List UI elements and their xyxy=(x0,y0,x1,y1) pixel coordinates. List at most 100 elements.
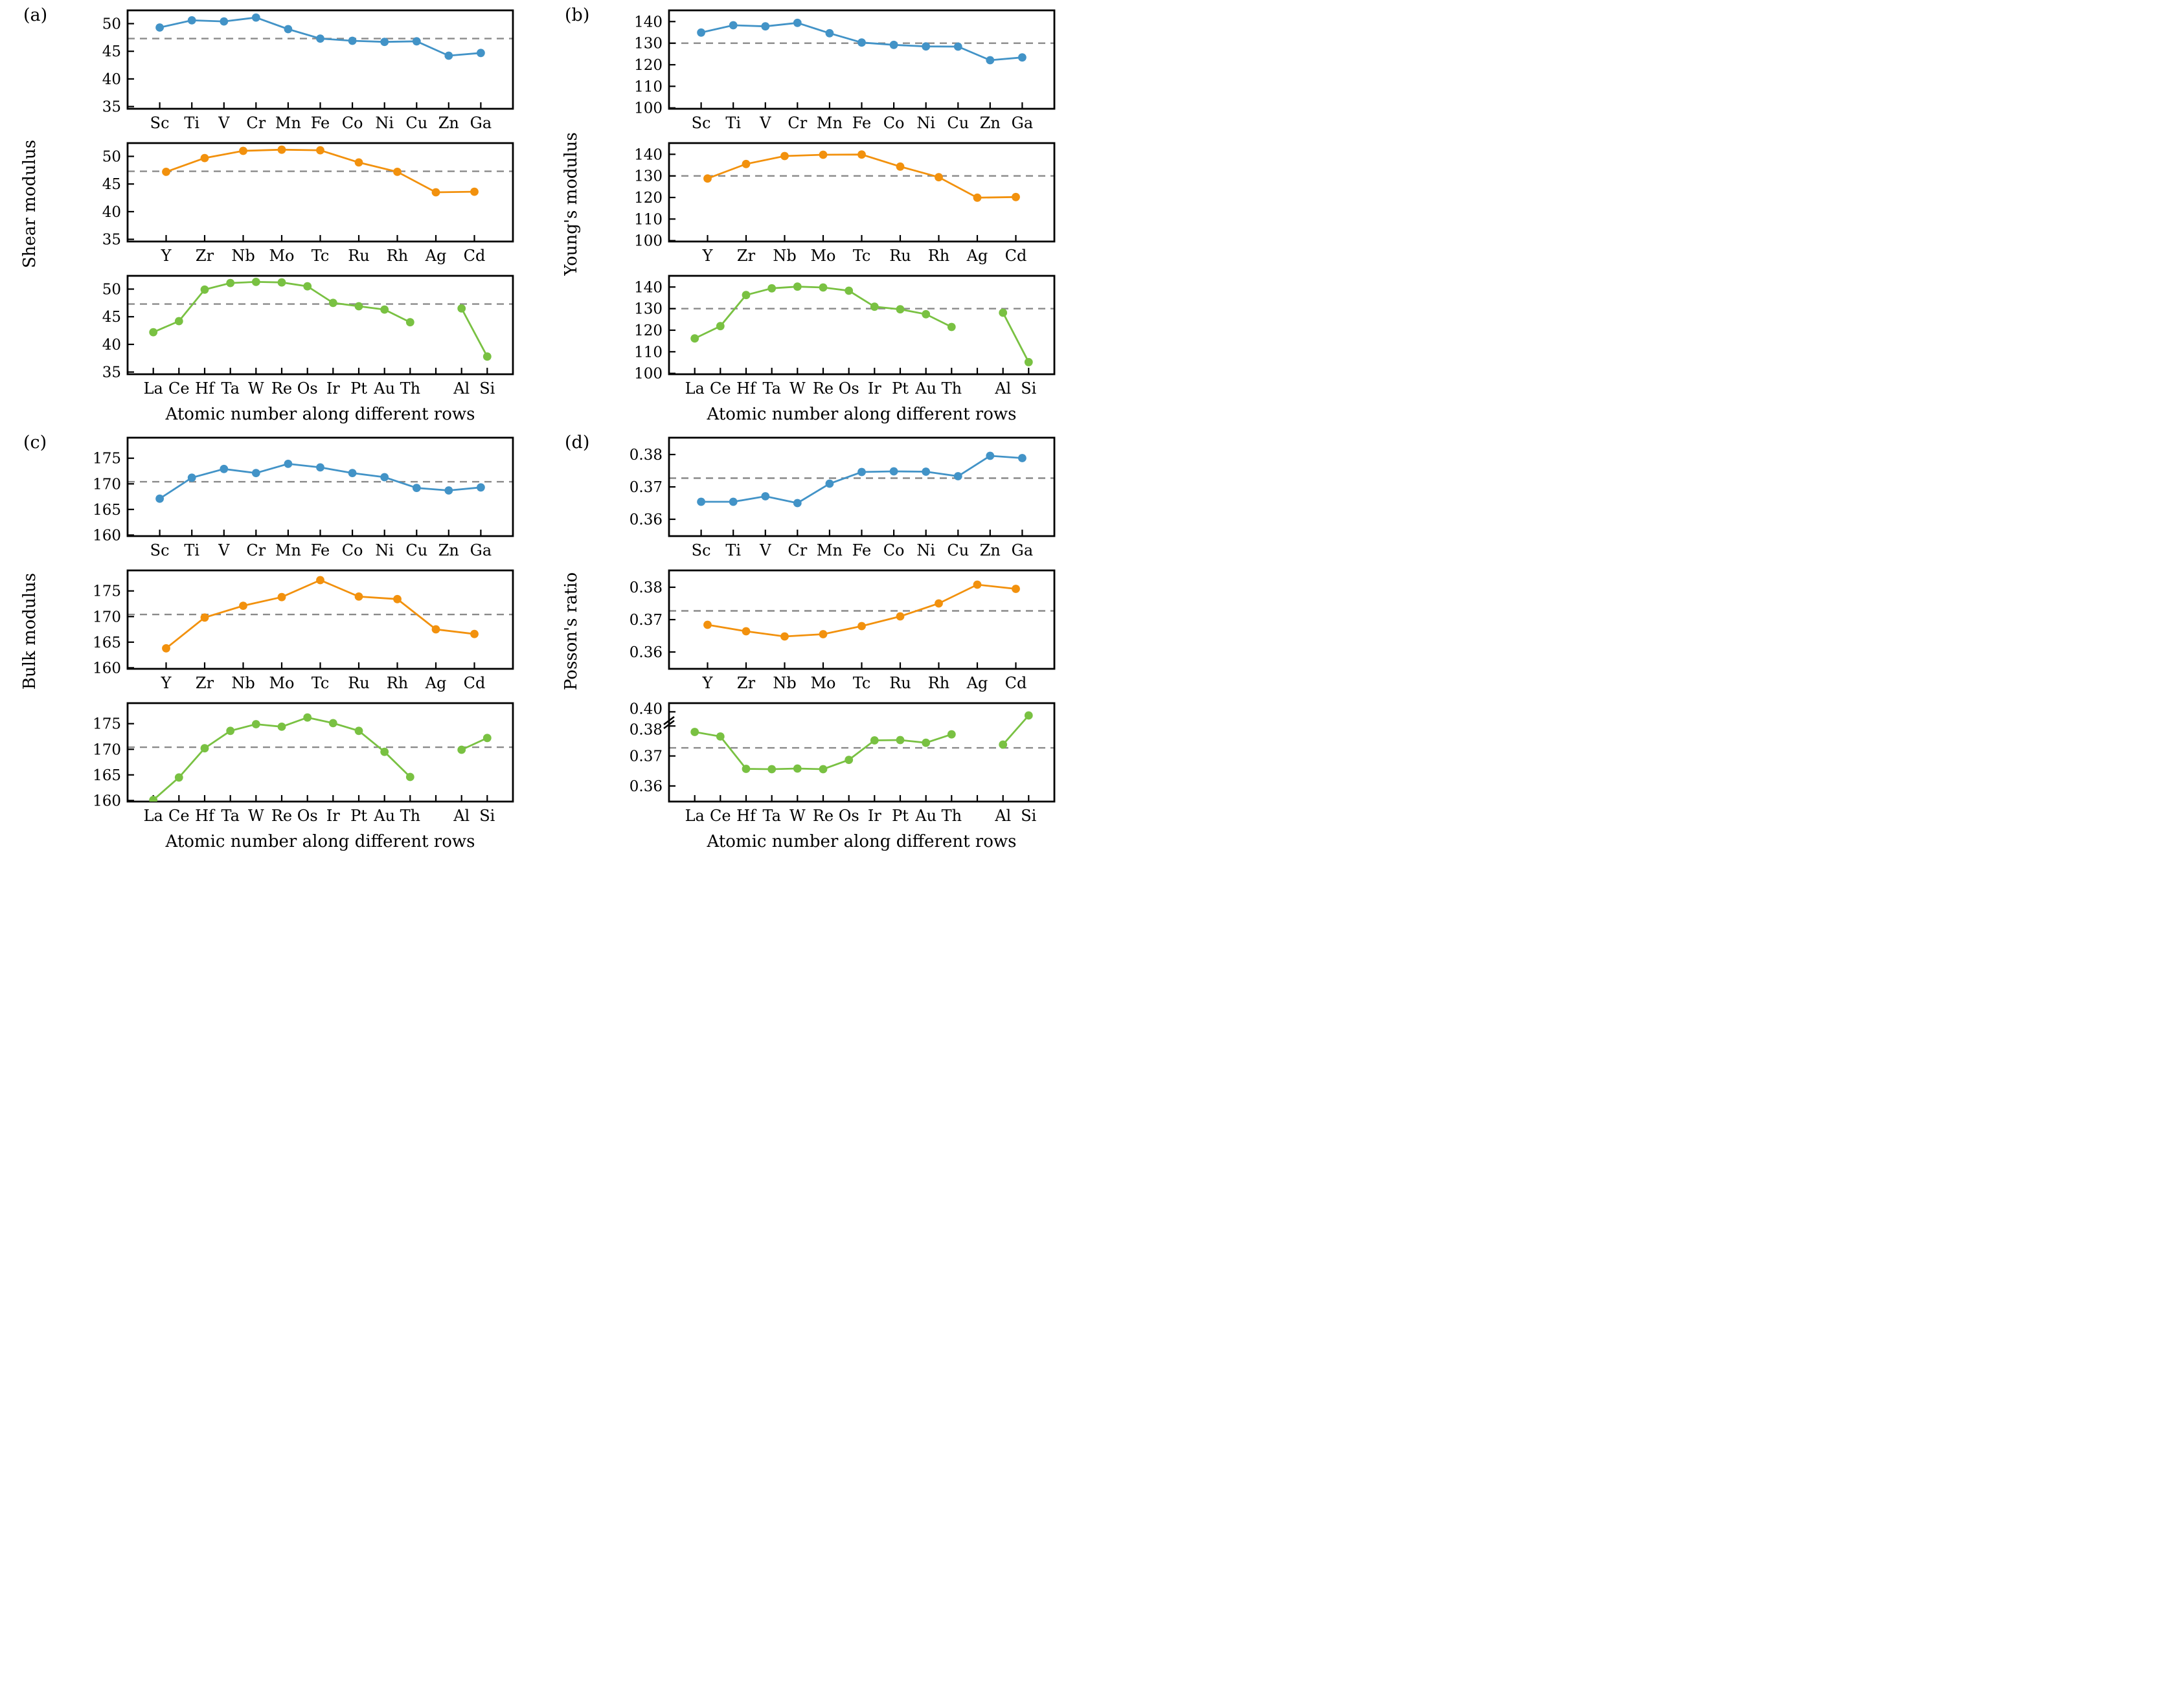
svg-text:Tc: Tc xyxy=(853,674,871,692)
svg-text:Cu: Cu xyxy=(947,541,969,559)
svg-text:V: V xyxy=(759,541,771,559)
svg-text:Ga: Ga xyxy=(470,114,492,132)
svg-text:Tc: Tc xyxy=(853,247,871,265)
svg-text:Fe: Fe xyxy=(852,541,872,559)
data-point xyxy=(825,479,834,488)
svg-text:0.38: 0.38 xyxy=(630,721,663,738)
svg-text:Rh: Rh xyxy=(928,247,950,265)
svg-text:Ta: Ta xyxy=(221,807,239,825)
data-point xyxy=(303,713,312,722)
data-point xyxy=(1012,192,1020,201)
data-series-3d xyxy=(697,451,1027,508)
svg-text:Ta: Ta xyxy=(221,379,239,398)
data-point xyxy=(470,187,479,196)
data-point xyxy=(690,728,699,736)
svg-text:W: W xyxy=(789,807,806,825)
data-point xyxy=(935,599,943,608)
svg-text:0.37: 0.37 xyxy=(630,479,663,496)
svg-text:Ni: Ni xyxy=(375,541,394,559)
svg-text:170: 170 xyxy=(93,741,121,758)
svg-text:Re: Re xyxy=(813,379,834,398)
data-point xyxy=(444,486,453,495)
svg-text:Mo: Mo xyxy=(269,247,294,265)
data-point xyxy=(444,51,453,60)
svg-text:Pt: Pt xyxy=(350,807,367,825)
svg-text:Cd: Cd xyxy=(1005,247,1027,265)
data-point xyxy=(1012,585,1020,593)
data-point xyxy=(1024,357,1033,366)
svg-text:110: 110 xyxy=(634,344,663,361)
svg-text:Zn: Zn xyxy=(438,541,459,559)
svg-text:Zr: Zr xyxy=(737,674,756,692)
svg-text:Ag: Ag xyxy=(425,247,447,265)
data-point xyxy=(431,188,440,197)
data-point xyxy=(457,745,466,754)
data-point xyxy=(729,21,738,30)
plot-frame xyxy=(668,142,1056,243)
data-point xyxy=(316,576,324,585)
data-point xyxy=(174,317,183,326)
panel-d-poissons-ratio: (d) Posson's ratio 0.36 0.37 0.38 Sc Ti V Cr Mn… xyxy=(549,433,1074,854)
data-point xyxy=(226,726,235,736)
data-point xyxy=(953,472,962,480)
data-point xyxy=(251,469,260,477)
svg-text:Th: Th xyxy=(400,807,420,825)
svg-text:Al: Al xyxy=(994,379,1011,398)
data-point xyxy=(187,16,196,25)
panel-b-youngs-modulus: (b) Young's modulus 100 110 120 130 140 Sc Ti V… xyxy=(549,5,1074,427)
y-axis-ticks: 0.36 0.37 0.38 0.40 xyxy=(630,701,675,795)
svg-text:Y: Y xyxy=(161,674,172,692)
figure-elastic-properties: (a) Shear modulus 35 40 45 50 Sc Ti V Cr Mn Fe Co N… xyxy=(0,0,1084,854)
svg-text:Cd: Cd xyxy=(464,247,486,265)
data-point xyxy=(870,302,879,311)
y-axis-ticks: 160 165 170 175 xyxy=(93,716,134,809)
svg-text:Hf: Hf xyxy=(195,379,216,398)
data-point xyxy=(973,193,982,202)
svg-text:Si: Si xyxy=(1021,807,1036,825)
svg-text:Ga: Ga xyxy=(1012,541,1033,559)
data-point xyxy=(845,756,854,764)
svg-text:Cu: Cu xyxy=(405,114,427,132)
panel-a-shear-modulus: (a) Shear modulus 35 40 45 50 Sc Ti V Cr Mn Fe Co N… xyxy=(8,5,532,427)
data-point xyxy=(857,150,866,159)
data-point xyxy=(845,286,854,295)
svg-text:Ir: Ir xyxy=(326,379,340,398)
data-point xyxy=(953,42,962,51)
data-point xyxy=(354,726,363,736)
svg-text:Ag: Ag xyxy=(966,247,988,265)
data-point xyxy=(277,592,286,601)
svg-text:Cu: Cu xyxy=(405,541,427,559)
svg-text:Al: Al xyxy=(453,379,470,398)
data-series-3d xyxy=(697,18,1027,65)
svg-text:Ce: Ce xyxy=(710,379,731,398)
plot-frame xyxy=(126,275,514,376)
svg-text:Ir: Ir xyxy=(326,807,340,825)
x-axis-ticks: Y Zr Nb Mo Tc Ru Rh Ag Cd xyxy=(702,662,1027,692)
data-point xyxy=(973,580,982,589)
svg-text:Mn: Mn xyxy=(817,541,843,559)
data-point xyxy=(328,719,337,728)
svg-text:170: 170 xyxy=(93,476,121,493)
data-point xyxy=(200,153,209,163)
svg-text:35: 35 xyxy=(102,232,121,249)
data-point xyxy=(793,282,802,291)
svg-text:0.36: 0.36 xyxy=(630,511,663,528)
svg-text:Re: Re xyxy=(813,807,834,825)
data-point xyxy=(380,473,389,482)
data-point xyxy=(767,284,777,293)
svg-text:Ti: Ti xyxy=(725,114,741,132)
data-point xyxy=(200,744,209,753)
svg-text:175: 175 xyxy=(93,583,121,600)
svg-text:Sc: Sc xyxy=(150,541,170,559)
svg-text:Nb: Nb xyxy=(231,247,255,265)
subplot-c-4d: 160 165 170 175 Y Zr Nb Mo Tc Ru Rh Ag Cd xyxy=(93,569,514,692)
y-axis-ticks: 35 40 45 50 xyxy=(102,149,134,249)
data-point xyxy=(380,305,389,314)
subplot-a-5d: 35 40 45 50 La Ce Hf Ta W Re Os Ir Pt Au Th Al Si xyxy=(102,275,514,398)
data-point xyxy=(703,620,712,629)
svg-text:45: 45 xyxy=(102,43,121,60)
x-axis-ticks: Sc Ti V Cr Mn Fe Co Ni Cu Zn Ga xyxy=(692,102,1033,132)
data-series-4d xyxy=(162,145,479,197)
data-point xyxy=(716,322,725,331)
data-point xyxy=(922,738,931,747)
